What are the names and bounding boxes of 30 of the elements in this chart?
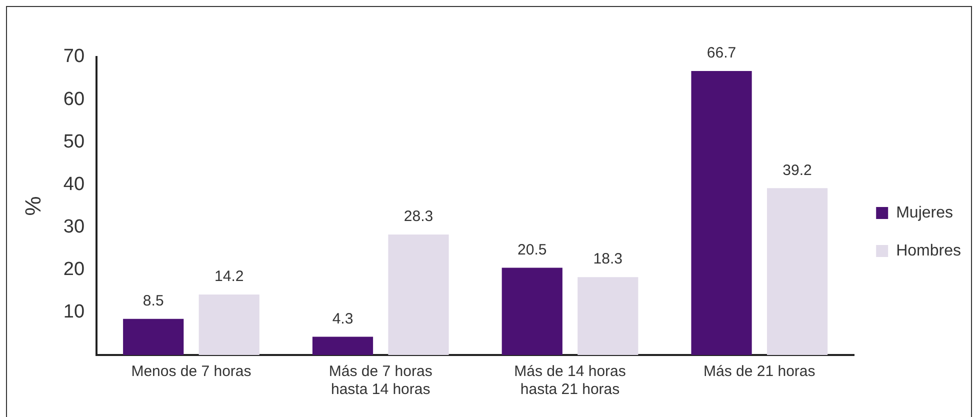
bar <box>766 188 828 355</box>
data-label: 14.2 <box>214 268 244 286</box>
x-tick-label: Menos de 7 horas <box>131 363 252 380</box>
y-tick-label: 10 <box>63 302 85 323</box>
bar <box>198 294 260 355</box>
legend-label: Hombres <box>896 242 961 260</box>
y-tick-label: 20 <box>63 259 85 280</box>
bar <box>388 234 449 355</box>
x-tick-label: Más de 7 horas hasta 14 horas <box>328 363 432 398</box>
x-tick-label: Más de 14 horas hasta 21 horas <box>514 363 626 398</box>
y-tick-label: 60 <box>63 88 85 110</box>
bar <box>502 268 562 355</box>
y-axis-title: % <box>20 196 46 216</box>
data-label: 4.3 <box>332 310 354 328</box>
y-tick-label: 30 <box>63 216 85 238</box>
bar <box>123 318 184 355</box>
y-tick-label: 70 <box>63 46 85 68</box>
data-label: 39.2 <box>782 162 812 179</box>
y-tick-label: 50 <box>63 131 85 152</box>
legend-label: Mujeres <box>896 204 953 222</box>
bar <box>578 277 638 355</box>
bar <box>691 71 752 355</box>
data-label: 66.7 <box>706 44 736 62</box>
bar <box>312 336 374 355</box>
x-tick-label: Más de 21 horas <box>704 363 816 380</box>
data-label: 8.5 <box>142 292 164 310</box>
data-label: 28.3 <box>404 208 434 226</box>
data-label: 18.3 <box>593 250 622 268</box>
data-label: 20.5 <box>518 241 547 258</box>
y-tick-label: 40 <box>63 174 85 195</box>
